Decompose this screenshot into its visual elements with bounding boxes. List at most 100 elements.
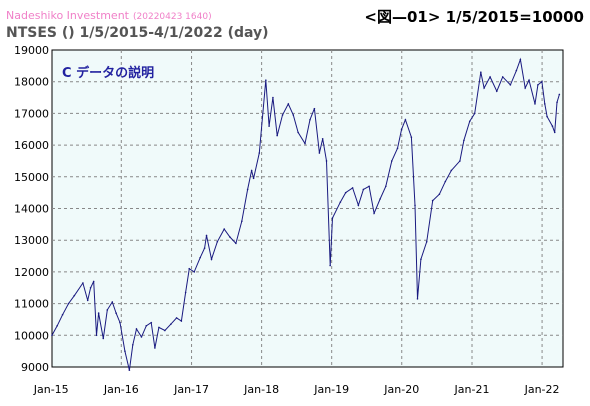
- data-point: [281, 114, 284, 116]
- data-point: [235, 242, 237, 245]
- y-tick-label: 11000: [14, 298, 49, 311]
- y-tick-label: 14000: [14, 203, 49, 216]
- data-point: [175, 317, 178, 319]
- data-point: [170, 323, 172, 326]
- data-point: [250, 169, 253, 172]
- x-tick-label: Jan-19: [313, 383, 349, 396]
- data-point: [410, 136, 413, 138]
- data-point: [154, 347, 156, 349]
- data-point: [501, 76, 504, 78]
- data-point: [193, 271, 196, 273]
- data-point: [216, 240, 219, 243]
- data-point: [106, 309, 109, 311]
- x-tick-label: Jan-15: [33, 383, 69, 396]
- data-point: [373, 212, 375, 215]
- data-point: [145, 324, 148, 327]
- data-point: [92, 280, 95, 283]
- data-point: [304, 142, 306, 145]
- data-point: [390, 160, 393, 162]
- data-point: [140, 336, 143, 338]
- data-point: [400, 128, 403, 131]
- data-point: [102, 337, 105, 340]
- data-point: [351, 187, 354, 189]
- data-point: [468, 120, 471, 123]
- data-point: [473, 112, 476, 115]
- data-point: [115, 312, 117, 314]
- data-point: [128, 369, 131, 371]
- data-point: [89, 286, 92, 289]
- data-point: [61, 313, 64, 316]
- data-point: [556, 101, 558, 104]
- data-point: [51, 334, 53, 337]
- brand-name: Nadeshiko Investment: [6, 9, 129, 22]
- data-point: [223, 228, 225, 230]
- data-point: [420, 258, 422, 261]
- data-point: [414, 204, 416, 207]
- y-tick-label: 9000: [21, 361, 49, 374]
- data-point: [184, 291, 187, 294]
- data-point: [444, 180, 447, 183]
- data-point: [150, 321, 153, 324]
- data-point: [553, 131, 556, 134]
- chart-subtitle: NTSES () 1/5/2015-4/1/2022 (day): [6, 25, 269, 41]
- x-tick-label: Jan-22: [524, 383, 560, 396]
- chart-inner-title: C データの説明: [62, 65, 154, 81]
- data-point: [276, 134, 278, 137]
- data-point: [431, 199, 434, 202]
- data-point: [368, 185, 370, 188]
- data-point: [404, 118, 407, 121]
- data-point: [357, 204, 360, 207]
- data-point: [509, 84, 512, 86]
- data-point: [265, 79, 267, 81]
- data-point: [379, 198, 381, 200]
- data-point: [119, 321, 121, 324]
- data-point: [180, 320, 183, 322]
- data-point: [287, 103, 290, 105]
- brand-stamp: (20220423 1640): [133, 12, 212, 22]
- data-point: [480, 71, 482, 73]
- data-point: [495, 90, 498, 93]
- data-point: [459, 160, 461, 162]
- data-point: [67, 302, 70, 305]
- data-point: [241, 220, 243, 222]
- data-point: [164, 329, 166, 332]
- data-point: [246, 188, 249, 191]
- data-point: [210, 258, 213, 261]
- x-tick-label: Jan-20: [383, 383, 419, 396]
- x-axis-ticks: Jan-15 Jan-16 Jan-17 Jan-18 Jan-19 Jan-20 Jan-…: [33, 383, 560, 396]
- data-point: [416, 298, 419, 300]
- data-point: [229, 236, 231, 238]
- data-point: [86, 299, 89, 302]
- data-points: [51, 58, 561, 371]
- data-point: [551, 125, 554, 127]
- data-point: [258, 152, 261, 154]
- data-point: [309, 118, 311, 121]
- data-point: [331, 217, 334, 219]
- data-point: [95, 334, 98, 337]
- data-point: [534, 103, 536, 105]
- data-point: [188, 267, 191, 270]
- y-tick-label: 13000: [14, 234, 49, 247]
- data-point: [56, 324, 58, 327]
- data-point: [438, 193, 441, 196]
- data-point: [546, 115, 548, 118]
- x-tick-label: Jan-16: [103, 383, 139, 396]
- data-point: [321, 137, 324, 140]
- data-point: [515, 69, 518, 72]
- data-point: [450, 169, 453, 172]
- data-point: [111, 301, 114, 303]
- data-point: [73, 294, 76, 297]
- data-point: [528, 79, 530, 81]
- data-point: [425, 240, 428, 243]
- data-point: [124, 350, 126, 352]
- data-point: [489, 76, 491, 78]
- data-point: [97, 312, 100, 314]
- x-tick-label: Jan-17: [173, 383, 209, 396]
- figure-label: <図—01> 1/5/2015=10000: [364, 8, 584, 26]
- data-point: [519, 58, 522, 61]
- data-point: [396, 147, 399, 150]
- data-point: [292, 114, 295, 116]
- data-point: [537, 84, 539, 86]
- data-point: [325, 160, 328, 162]
